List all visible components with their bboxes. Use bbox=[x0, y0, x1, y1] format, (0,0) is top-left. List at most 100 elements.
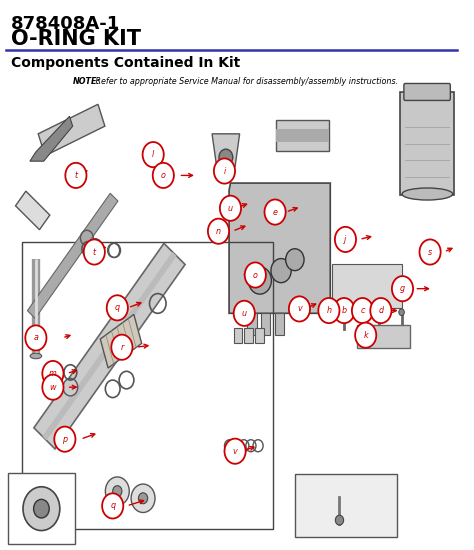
Circle shape bbox=[370, 298, 392, 323]
Polygon shape bbox=[276, 129, 329, 142]
Circle shape bbox=[153, 163, 174, 188]
Ellipse shape bbox=[30, 353, 42, 359]
Circle shape bbox=[34, 499, 49, 518]
Text: b: b bbox=[341, 306, 346, 315]
Text: a: a bbox=[34, 333, 38, 343]
Bar bbox=[247, 314, 257, 335]
Circle shape bbox=[392, 276, 413, 301]
Circle shape bbox=[335, 515, 344, 525]
Text: e: e bbox=[273, 207, 277, 217]
Polygon shape bbox=[357, 325, 410, 348]
Circle shape bbox=[419, 239, 441, 265]
Text: o: o bbox=[253, 271, 258, 279]
Text: o: o bbox=[161, 171, 166, 180]
Circle shape bbox=[113, 486, 122, 497]
Polygon shape bbox=[34, 243, 185, 449]
Circle shape bbox=[245, 262, 266, 288]
Text: s: s bbox=[428, 248, 432, 256]
Circle shape bbox=[84, 239, 105, 265]
Text: n: n bbox=[216, 227, 221, 236]
FancyBboxPatch shape bbox=[8, 473, 75, 544]
Text: Components Contained In Kit: Components Contained In Kit bbox=[10, 56, 240, 70]
Circle shape bbox=[334, 298, 355, 323]
Circle shape bbox=[25, 326, 46, 350]
Polygon shape bbox=[38, 104, 105, 156]
Circle shape bbox=[131, 484, 155, 513]
Polygon shape bbox=[276, 119, 329, 151]
Text: NOTE:: NOTE: bbox=[73, 77, 100, 86]
Text: h: h bbox=[326, 306, 331, 315]
Polygon shape bbox=[332, 264, 401, 308]
Circle shape bbox=[42, 361, 64, 386]
Text: u: u bbox=[242, 309, 247, 318]
Text: O-RING KIT: O-RING KIT bbox=[10, 29, 141, 49]
Circle shape bbox=[214, 158, 235, 184]
Circle shape bbox=[286, 249, 304, 271]
Circle shape bbox=[352, 298, 373, 323]
Text: m: m bbox=[49, 369, 57, 378]
Circle shape bbox=[111, 334, 132, 360]
Bar bbox=[234, 328, 242, 343]
Bar bbox=[275, 314, 284, 335]
Polygon shape bbox=[16, 191, 50, 230]
Ellipse shape bbox=[402, 188, 453, 200]
Circle shape bbox=[219, 149, 233, 166]
Text: q: q bbox=[110, 502, 115, 510]
Circle shape bbox=[376, 309, 381, 316]
Circle shape bbox=[208, 219, 229, 244]
Circle shape bbox=[360, 309, 365, 316]
Text: k: k bbox=[364, 331, 368, 340]
Text: p: p bbox=[62, 434, 67, 444]
Circle shape bbox=[234, 301, 255, 326]
Circle shape bbox=[399, 309, 404, 316]
FancyBboxPatch shape bbox=[400, 92, 455, 195]
Text: v: v bbox=[233, 447, 237, 456]
FancyBboxPatch shape bbox=[295, 474, 397, 537]
Text: q: q bbox=[115, 304, 120, 312]
Text: w: w bbox=[50, 383, 56, 392]
Circle shape bbox=[271, 258, 291, 283]
Circle shape bbox=[143, 142, 164, 167]
Circle shape bbox=[23, 487, 60, 531]
Text: Refer to appropriate Service Manual for disassembly/assembly instructions.: Refer to appropriate Service Manual for … bbox=[93, 77, 399, 86]
Circle shape bbox=[341, 309, 347, 316]
Text: r: r bbox=[120, 343, 124, 352]
Circle shape bbox=[107, 295, 128, 321]
Text: j: j bbox=[344, 235, 346, 244]
Text: d: d bbox=[378, 306, 383, 315]
Bar bbox=[255, 328, 264, 343]
Circle shape bbox=[138, 493, 148, 504]
Circle shape bbox=[248, 267, 272, 294]
Circle shape bbox=[319, 298, 339, 323]
Polygon shape bbox=[42, 252, 177, 441]
Text: i: i bbox=[223, 167, 226, 175]
FancyBboxPatch shape bbox=[404, 84, 450, 101]
Text: t: t bbox=[93, 248, 96, 256]
Circle shape bbox=[105, 477, 129, 505]
Text: l: l bbox=[152, 150, 155, 159]
Circle shape bbox=[355, 323, 376, 348]
Polygon shape bbox=[229, 183, 330, 314]
Circle shape bbox=[225, 438, 246, 464]
Bar bbox=[261, 314, 271, 335]
Polygon shape bbox=[212, 134, 240, 167]
Text: c: c bbox=[360, 306, 365, 315]
Circle shape bbox=[335, 227, 356, 252]
Polygon shape bbox=[27, 193, 118, 318]
Circle shape bbox=[102, 493, 123, 519]
Circle shape bbox=[220, 196, 241, 221]
Circle shape bbox=[63, 378, 78, 396]
Text: v: v bbox=[297, 305, 302, 314]
Bar bbox=[244, 328, 253, 343]
Text: u: u bbox=[228, 204, 233, 213]
Polygon shape bbox=[30, 116, 73, 161]
Polygon shape bbox=[100, 315, 142, 368]
Text: t: t bbox=[74, 171, 77, 180]
Circle shape bbox=[264, 200, 286, 224]
Text: 878408A-1: 878408A-1 bbox=[10, 15, 120, 33]
Text: g: g bbox=[400, 284, 405, 293]
Circle shape bbox=[289, 296, 310, 322]
Circle shape bbox=[42, 375, 64, 400]
Circle shape bbox=[55, 427, 75, 452]
Circle shape bbox=[65, 163, 86, 188]
